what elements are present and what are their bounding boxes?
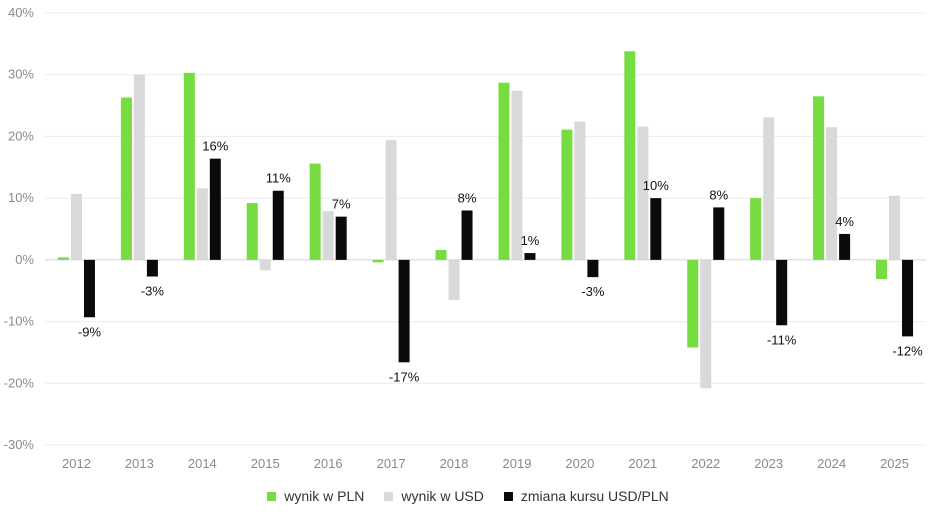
- grid-lines: [45, 12, 926, 446]
- bar-fx: [335, 216, 347, 260]
- bar-pln: [813, 96, 825, 260]
- bar-pln: [687, 259, 699, 348]
- x-tick-label: 2021: [628, 456, 657, 471]
- bar-fx: [839, 233, 851, 260]
- data-label: 8%: [458, 190, 477, 205]
- bar-fx: [209, 158, 221, 260]
- bar-fx: [398, 259, 410, 363]
- x-tick-label: 2025: [880, 456, 909, 471]
- x-tick-label: 2023: [754, 456, 783, 471]
- bar-pln: [435, 249, 447, 260]
- x-tick-label: 2015: [251, 456, 280, 471]
- legend-item-fx: zmiana kursu USD/PLN: [503, 488, 669, 504]
- bar-pln: [498, 82, 510, 260]
- y-tick-label: -30%: [4, 437, 35, 452]
- x-tick-label: 2019: [503, 456, 532, 471]
- x-tick-label: 2013: [125, 456, 154, 471]
- bar-usd: [889, 195, 901, 260]
- bar-usd: [763, 117, 775, 260]
- bar-pln: [183, 72, 195, 260]
- x-tick-label: 2018: [440, 456, 469, 471]
- bar-pln: [750, 198, 762, 260]
- x-tick-label: 2014: [188, 456, 217, 471]
- legend: wynik w PLN wynik w USD zmiana kursu USD…: [0, 488, 936, 504]
- bar-usd: [448, 259, 460, 300]
- x-tick-label: 2020: [565, 456, 594, 471]
- bar-pln: [372, 259, 384, 263]
- legend-swatch-fx: [503, 491, 513, 501]
- y-tick-label: 0%: [15, 252, 34, 267]
- x-tick-label: 2012: [62, 456, 91, 471]
- data-label: -12%: [892, 343, 923, 358]
- y-tick-label: 30%: [8, 67, 34, 82]
- y-tick-label: -20%: [4, 375, 35, 390]
- bar-fx: [650, 198, 662, 260]
- x-tick-label: 2017: [377, 456, 406, 471]
- data-label: 8%: [709, 187, 728, 202]
- bar-usd: [196, 188, 208, 260]
- legend-item-usd: wynik w USD: [384, 488, 484, 504]
- legend-label-fx: zmiana kursu USD/PLN: [520, 488, 669, 504]
- bar-usd: [133, 74, 145, 260]
- y-tick-label: 10%: [8, 190, 34, 205]
- bar-pln: [309, 163, 321, 260]
- data-label: -11%: [767, 332, 797, 347]
- bar-usd: [322, 211, 334, 260]
- bars: [57, 51, 914, 389]
- bar-fx: [776, 259, 788, 326]
- bar-usd: [259, 259, 271, 271]
- bar-usd: [511, 90, 523, 260]
- data-label: 16%: [202, 139, 228, 154]
- legend-swatch-pln: [267, 491, 277, 501]
- x-tick-label: 2022: [691, 456, 720, 471]
- bar-pln: [561, 129, 573, 260]
- legend-item-pln: wynik w PLN: [267, 488, 364, 504]
- bar-fx: [83, 259, 95, 318]
- legend-swatch-usd: [384, 491, 394, 501]
- data-label: -3%: [581, 284, 605, 299]
- data-label: -9%: [78, 324, 102, 339]
- y-tick-label: -10%: [4, 314, 35, 329]
- legend-label-usd: wynik w USD: [401, 488, 484, 504]
- x-tick-label: 2024: [817, 456, 846, 471]
- bar-fx: [524, 253, 536, 260]
- bar-usd: [385, 140, 397, 260]
- legend-label-pln: wynik w PLN: [284, 488, 365, 504]
- bar-fx: [272, 190, 284, 260]
- bar-fx: [713, 207, 725, 260]
- bar-usd: [70, 193, 82, 260]
- bar-pln: [57, 257, 69, 260]
- bar-fx: [146, 259, 158, 277]
- bar-usd: [574, 121, 586, 260]
- y-axis: -30% -20% -10% 0% 10% 20% 30% 40%: [4, 5, 35, 452]
- bar-usd: [700, 259, 712, 389]
- data-labels: -9% -3% 16% 11% 7% -17% 8% 1% -3% 10% 8% -11% 4% -12%: [78, 139, 923, 385]
- y-tick-label: 20%: [8, 128, 34, 143]
- bar-usd: [826, 127, 838, 260]
- bar-pln: [624, 51, 636, 260]
- data-label: 1%: [521, 233, 540, 248]
- data-label: 11%: [266, 171, 291, 186]
- bar-pln: [120, 97, 132, 260]
- x-tick-label: 2016: [314, 456, 343, 471]
- bar-fx: [461, 210, 473, 260]
- y-tick-label: 40%: [8, 5, 34, 20]
- data-label: 4%: [835, 214, 854, 229]
- x-axis: 2012 2013 2014 2015 2016 2017 2018 2019 2020 2021…: [62, 456, 909, 471]
- bar-fx: [587, 259, 599, 278]
- bar-pln: [246, 203, 258, 260]
- bar-pln: [876, 259, 888, 279]
- bar-fx: [902, 259, 914, 337]
- data-label: -17%: [389, 369, 420, 384]
- data-label: 10%: [643, 178, 669, 193]
- bar-usd: [637, 126, 649, 260]
- data-label: 7%: [332, 197, 351, 212]
- data-label: -3%: [141, 284, 165, 299]
